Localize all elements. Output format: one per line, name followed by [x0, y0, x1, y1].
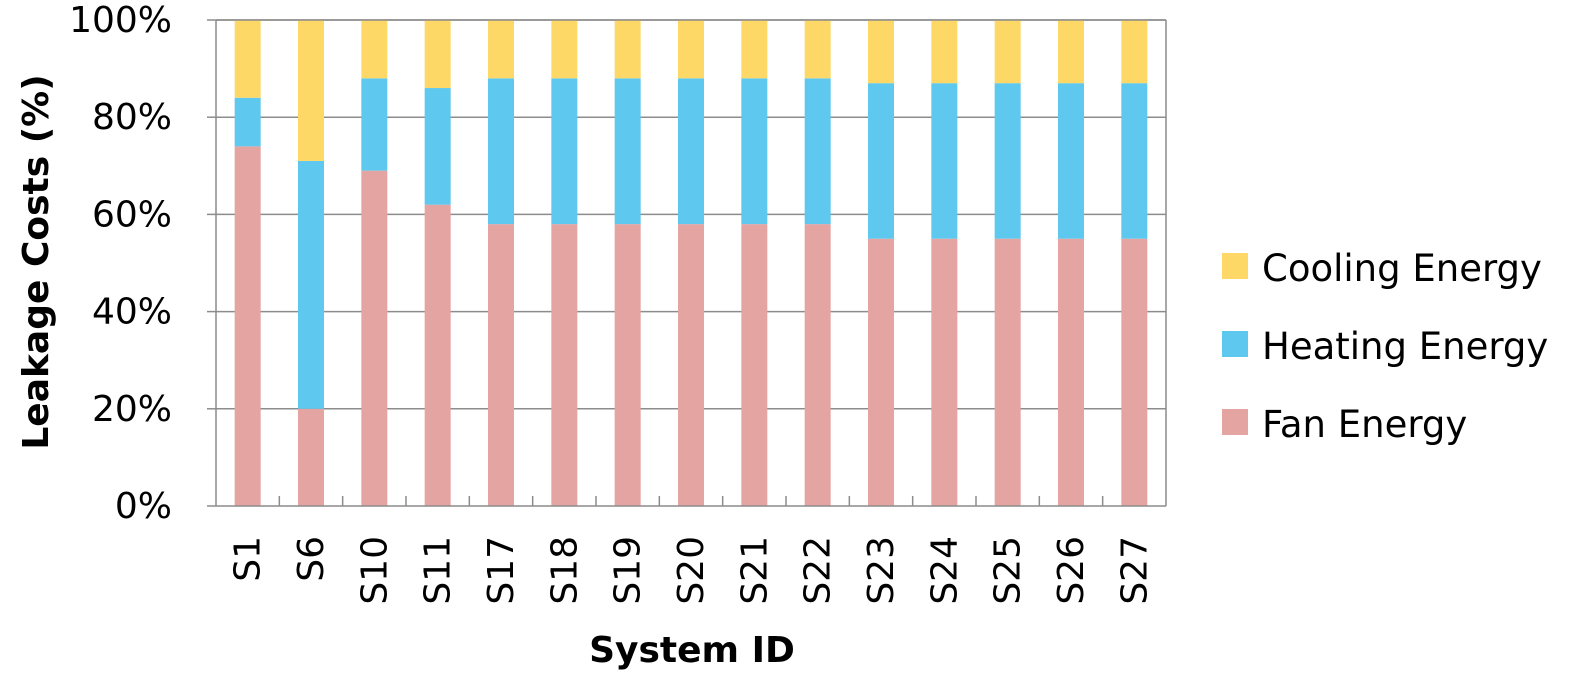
bars — [234, 20, 1148, 507]
bar-cooling-energy — [804, 20, 831, 79]
bar-fan-energy — [361, 170, 388, 506]
bar-heating-energy — [298, 160, 324, 409]
bar-fan-energy — [424, 204, 451, 506]
x-tick-label: S1 — [228, 536, 269, 582]
bar-fan-energy — [1121, 238, 1148, 506]
bar-fan-energy — [741, 224, 768, 506]
x-tick-labels: S1 S6 S10 S11 S17 S18 S19 S20 S21 S22 S23 S24 S25 S26… — [228, 536, 1156, 605]
legend-label: Heating Energy — [1262, 325, 1548, 368]
bar-cooling-energy — [551, 20, 578, 79]
x-tick-label: S25 — [988, 536, 1029, 605]
bar-heating-energy — [361, 78, 388, 171]
bar-fan-energy — [1058, 238, 1084, 506]
axes — [215, 19, 1167, 507]
x-tick-label: S26 — [1051, 536, 1092, 605]
bar-heating-energy — [488, 78, 514, 225]
bar-cooling-energy — [488, 20, 514, 79]
bar-cooling-energy — [298, 20, 324, 161]
bar-fan-energy — [868, 238, 894, 506]
x-tick-label: S24 — [924, 536, 965, 605]
bar-heating-energy — [234, 97, 261, 147]
bar-heating-energy — [804, 78, 831, 225]
y-tick-label: 80% — [92, 97, 172, 138]
y-tick-label: 100% — [69, 0, 172, 41]
bar-heating-energy — [614, 78, 641, 225]
bar-fan-energy — [614, 224, 641, 506]
x-tick-label: S18 — [544, 536, 585, 605]
x-tick-label: S11 — [418, 536, 459, 605]
bar-cooling-energy — [741, 20, 768, 79]
legend-swatch — [1222, 331, 1248, 357]
bar-fan-energy — [931, 238, 958, 506]
x-tick-label: S22 — [798, 536, 839, 605]
legend-label: Cooling Energy — [1262, 247, 1542, 290]
bar-heating-energy — [1058, 83, 1084, 239]
bar-heating-energy — [868, 83, 894, 239]
bar-fan-energy — [994, 238, 1021, 506]
y-tick-labels: 0% 20% 40% 60% 80% 100% — [69, 0, 172, 527]
bar-cooling-energy — [361, 20, 388, 79]
bar-cooling-energy — [424, 20, 451, 89]
x-tick-label: S17 — [481, 536, 522, 605]
x-tick-label: S10 — [354, 536, 395, 605]
x-tick-label: S23 — [861, 536, 902, 605]
legend-swatch — [1222, 253, 1248, 279]
x-tick-label: S19 — [608, 536, 649, 605]
bar-cooling-energy — [1058, 20, 1084, 84]
bar-fan-energy — [551, 224, 578, 506]
x-tick-label: S6 — [291, 536, 332, 582]
bar-heating-energy — [424, 88, 451, 205]
y-tick-label: 20% — [92, 389, 172, 430]
bar-cooling-energy — [931, 20, 958, 84]
bar-heating-energy — [678, 78, 704, 225]
bar-cooling-energy — [234, 20, 261, 98]
legend-swatch — [1222, 409, 1248, 435]
bar-cooling-energy — [994, 20, 1021, 84]
bar-heating-energy — [741, 78, 768, 225]
bar-heating-energy — [931, 83, 958, 239]
bar-heating-energy — [994, 83, 1021, 239]
bar-fan-energy — [488, 224, 514, 506]
bar-fan-energy — [678, 224, 704, 506]
y-tick-label: 40% — [92, 292, 172, 333]
bar-cooling-energy — [614, 20, 641, 79]
y-axis-title: Leakage Costs (%) — [16, 74, 57, 449]
legend: Cooling Energy Heating Energy Fan Energy — [1222, 247, 1548, 446]
bar-cooling-energy — [1121, 20, 1148, 84]
y-tick-label: 60% — [92, 194, 172, 235]
y-tick-label: 0% — [115, 486, 172, 527]
legend-label: Fan Energy — [1262, 403, 1467, 446]
bar-fan-energy — [804, 224, 831, 506]
bar-cooling-energy — [678, 20, 704, 79]
x-tick-label: S27 — [1114, 536, 1155, 605]
bar-heating-energy — [551, 78, 578, 225]
x-tick-label: S21 — [734, 536, 775, 605]
bar-fan-energy — [234, 146, 261, 507]
bar-cooling-energy — [868, 20, 894, 84]
x-tick-label: S20 — [671, 536, 712, 605]
bar-fan-energy — [298, 408, 324, 506]
bar-heating-energy — [1121, 83, 1148, 239]
x-axis-title: System ID — [589, 630, 795, 671]
